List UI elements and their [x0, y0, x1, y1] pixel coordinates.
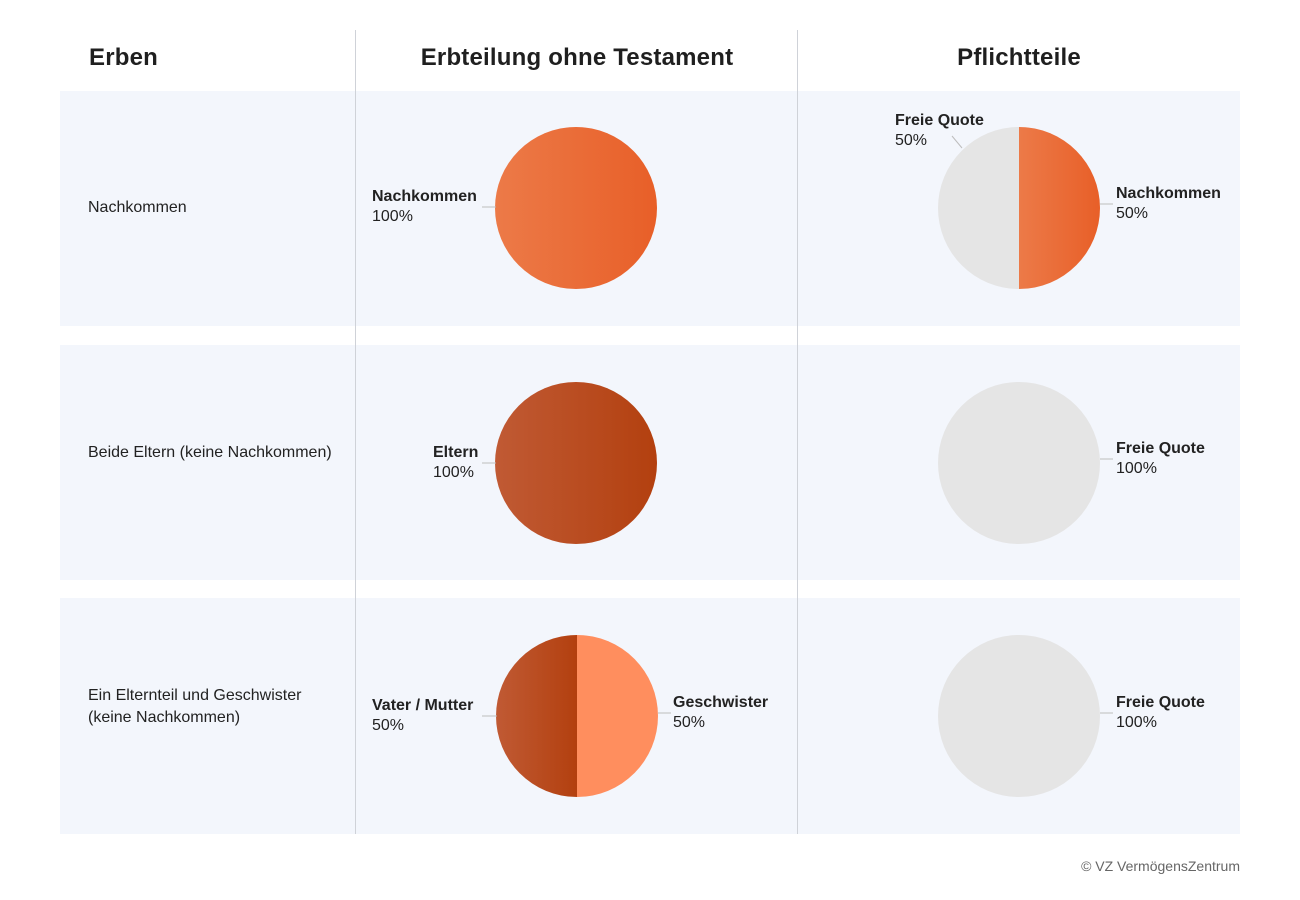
header-intestate: Erbteilung ohne Testament [420, 44, 734, 71]
slice-label-name: Freie Quote [1116, 694, 1205, 711]
heir-label-line: (keine Nachkommen) [88, 709, 241, 726]
slice-label-value: 50% [895, 132, 928, 149]
pie-slice-eltern [495, 382, 657, 544]
heir-label-both-parents: Beide Eltern (keine Nachkommen) [88, 442, 332, 464]
slice-label: Nachkommen 50% [1116, 184, 1221, 224]
header-compulsory: Pflichtteile [957, 44, 1081, 71]
slice-label-value: 100% [372, 208, 413, 225]
slice-label-value: 100% [1116, 460, 1157, 477]
slice-label-name: Freie Quote [895, 112, 984, 129]
slice-label-name: Vater / Mutter [372, 697, 474, 714]
slice-label: Geschwister 50% [673, 693, 768, 733]
slice-label: Nachkommen 100% [372, 187, 477, 227]
pie-slice-nachkommen [1019, 127, 1100, 289]
slice-label-value: 50% [673, 714, 706, 731]
heir-label-parent-and-siblings: Ein Elternteil und Geschwister (keine Na… [88, 685, 301, 729]
slice-label: Freie Quote 100% [1116, 439, 1205, 479]
column-divider-1 [355, 30, 356, 834]
slice-label: Vater / Mutter 50% [372, 696, 473, 736]
slice-label-name: Freie Quote [1116, 440, 1205, 457]
pie-slice-freie-quote [938, 382, 1100, 544]
leader-lines [482, 135, 1113, 717]
slice-label-name: Eltern [433, 444, 479, 461]
pie-slice-vater-mutter [496, 635, 577, 797]
column-divider-2 [797, 30, 798, 834]
slice-label-value: 50% [372, 717, 405, 734]
pie-slice-freie-quote [938, 127, 1019, 289]
slice-label-name: Nachkommen [1116, 185, 1221, 202]
slice-label: Freie Quote 50% [895, 111, 984, 151]
slice-label-name: Geschwister [673, 694, 769, 711]
heir-label-line: Beide Eltern (keine Nachkommen) [88, 444, 332, 461]
slice-label: Freie Quote 100% [1116, 693, 1205, 733]
slice-label-value: 100% [1116, 714, 1157, 731]
pie-slice-geschwister [577, 635, 658, 797]
copyright-footer: © VZ VermögensZentrum [1081, 858, 1240, 874]
slice-label-value: 50% [1116, 205, 1149, 222]
pie-slice-nachkommen [495, 127, 657, 289]
heir-label-descendants: Nachkommen [88, 197, 187, 219]
heir-label-line: Ein Elternteil und Geschwister [88, 687, 302, 704]
heir-label-line: Nachkommen [88, 199, 187, 216]
header-heirs: Erben [89, 44, 159, 71]
slice-label-name: Nachkommen [372, 188, 477, 205]
slice-label: Eltern 100% [433, 443, 478, 483]
slice-label-value: 100% [433, 464, 474, 481]
pie-slice-freie-quote [938, 635, 1100, 797]
leader-line [951, 135, 963, 149]
